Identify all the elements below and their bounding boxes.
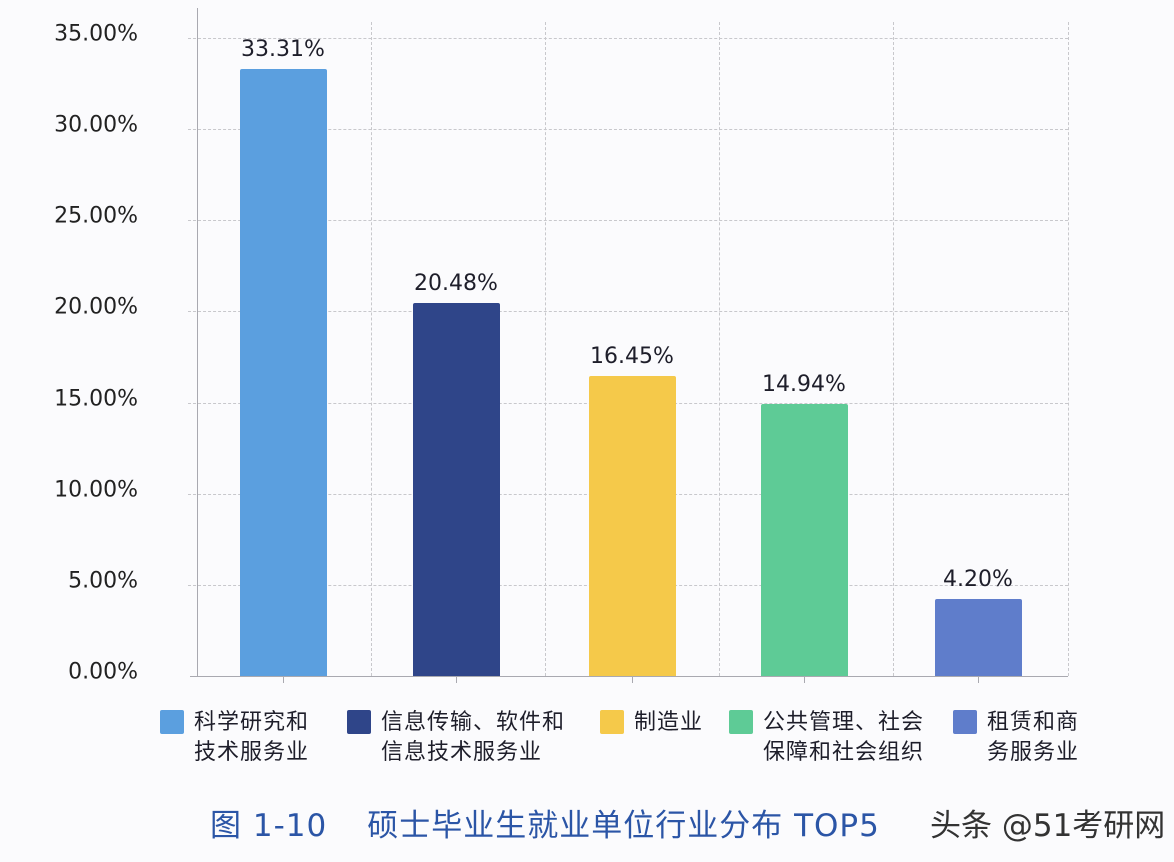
legend-item: 制造业 bbox=[600, 708, 703, 738]
legend-label: 科学研究和 技术服务业 bbox=[194, 710, 310, 765]
v-gridline bbox=[719, 22, 720, 676]
v-gridline bbox=[893, 22, 894, 676]
legend-swatch bbox=[600, 710, 624, 734]
legend-label: 公共管理、社会 保障和社会组织 bbox=[763, 710, 925, 765]
bar-value-label: 33.31% bbox=[241, 36, 325, 62]
y-tick-label: 0.00% bbox=[68, 659, 138, 685]
bar-value-label: 14.94% bbox=[762, 371, 846, 397]
legend-item: 信息传输、软件和 信息技术服务业 bbox=[347, 708, 565, 768]
h-gridline bbox=[188, 38, 1068, 39]
legend-swatch bbox=[729, 710, 753, 734]
legend-label: 制造业 bbox=[634, 710, 704, 735]
bar bbox=[240, 68, 327, 676]
x-tick bbox=[978, 677, 979, 683]
bar-value-label: 4.20% bbox=[943, 567, 1013, 593]
legend-swatch bbox=[953, 710, 977, 734]
bar-value-label: 16.45% bbox=[590, 344, 674, 370]
y-tick-label: 15.00% bbox=[54, 386, 138, 412]
bar bbox=[589, 376, 676, 676]
figure-title: 硕士毕业生就业单位行业分布 TOP5 bbox=[367, 808, 880, 844]
legend-swatch bbox=[160, 710, 184, 734]
h-gridline bbox=[188, 220, 1068, 222]
y-tick-label: 5.00% bbox=[68, 568, 138, 594]
x-tick bbox=[804, 677, 805, 683]
legend-swatch bbox=[347, 710, 371, 734]
figure-caption: 图 1-10 硕士毕业生就业单位行业分布 TOP5 bbox=[210, 800, 880, 845]
v-gridline bbox=[545, 22, 546, 676]
bar bbox=[761, 403, 848, 676]
y-tick-label: 30.00% bbox=[54, 112, 138, 138]
bar-value-label: 20.48% bbox=[414, 270, 498, 296]
legend-label: 租赁和商 务服务业 bbox=[987, 710, 1080, 765]
x-tick bbox=[456, 677, 457, 683]
figure-number: 图 1-10 bbox=[210, 808, 328, 844]
x-axis-line bbox=[190, 676, 1068, 677]
legend-item: 租赁和商 务服务业 bbox=[953, 708, 1079, 768]
y-tick-label: 25.00% bbox=[54, 203, 138, 229]
h-gridline bbox=[188, 129, 1068, 131]
legend-item: 公共管理、社会 保障和社会组织 bbox=[729, 708, 924, 768]
legend-item: 科学研究和 技术服务业 bbox=[160, 708, 309, 768]
x-tick bbox=[632, 677, 633, 683]
h-gridline bbox=[188, 311, 1068, 313]
v-gridline bbox=[1068, 22, 1069, 676]
x-tick bbox=[283, 677, 284, 683]
y-tick-label: 10.00% bbox=[54, 477, 138, 503]
v-gridline bbox=[371, 22, 372, 676]
bar bbox=[413, 302, 500, 676]
y-tick-label: 35.00% bbox=[54, 21, 138, 47]
watermark: 头条 @51考研网 bbox=[930, 808, 1166, 844]
legend-label: 信息传输、软件和 信息技术服务业 bbox=[381, 710, 566, 765]
y-tick-label: 20.00% bbox=[54, 294, 138, 320]
y-axis-line bbox=[197, 8, 198, 676]
bar bbox=[935, 599, 1022, 676]
